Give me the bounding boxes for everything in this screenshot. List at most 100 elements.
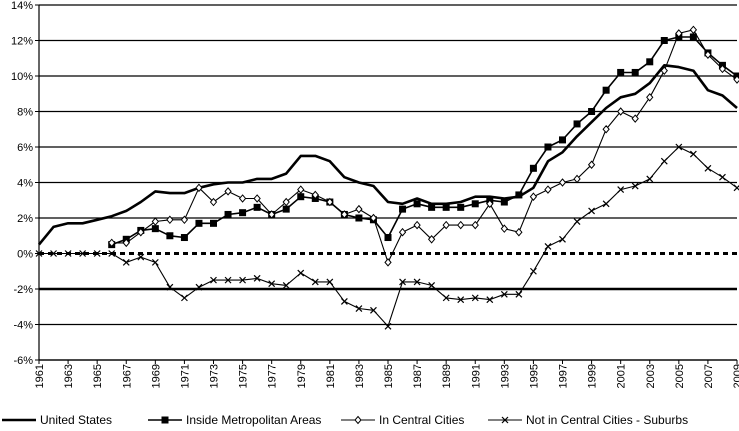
in-central-cities-point xyxy=(500,224,508,233)
in-central-cities-point xyxy=(558,178,567,187)
not-in-central-cities-suburbs-point xyxy=(268,280,276,288)
inside-metropolitan-areas-point xyxy=(253,203,261,211)
x-tick-label: 1989 xyxy=(441,364,453,388)
legend-item-in-central-cities: In Central Cities xyxy=(341,413,464,427)
x-tick-label: 1995 xyxy=(528,364,540,388)
not-in-central-cities-suburbs-point xyxy=(559,235,566,243)
in-central-cities-point xyxy=(689,25,698,35)
in-central-cities-point xyxy=(384,258,392,267)
not-in-central-cities-suburbs-point xyxy=(326,278,334,286)
x-tick-label: 1977 xyxy=(267,364,279,388)
not-in-central-cities-suburbs-point xyxy=(122,258,130,266)
in-central-cities-point xyxy=(297,185,305,194)
y-tick-label: 10% xyxy=(11,71,33,83)
in-central-cities-point xyxy=(675,29,683,38)
inside-metropolitan-areas-point xyxy=(588,108,596,115)
y-tick-labels: 14% 12% 10% 8% 6% 4% 2% 0% -2% -4% -6% xyxy=(11,0,39,367)
legend-item-united-states: United States xyxy=(2,413,112,427)
legend-label: Inside Metropolitan Areas xyxy=(186,413,321,427)
not-in-central-cities-suburbs-point xyxy=(428,282,436,289)
inside-metropolitan-areas-point xyxy=(428,203,436,211)
x-tick-label: 1971 xyxy=(179,364,191,388)
in-central-cities-point xyxy=(151,217,159,226)
inside-metropolitan-areas-point xyxy=(399,205,407,213)
y-tick-label: 0% xyxy=(17,249,33,261)
y-tick-label: 6% xyxy=(17,142,33,154)
not-in-central-cities-suburbs-point xyxy=(646,175,654,183)
series-markers xyxy=(35,25,739,330)
inside-metropolitan-areas-point xyxy=(500,198,508,206)
x-tick-label: 1993 xyxy=(499,364,511,388)
not-in-central-cities-suburbs-point xyxy=(573,218,581,225)
x-tick-label: 1967 xyxy=(121,364,133,388)
not-in-central-cities-suburbs-point xyxy=(602,200,610,208)
legend-not-in-central-cities-suburbs-point xyxy=(501,416,509,424)
y-tick-label: 4% xyxy=(17,178,33,190)
not-in-central-cities-suburbs-point xyxy=(529,267,537,275)
series-line-united-states xyxy=(37,64,738,246)
inside-metropolitan-areas-point xyxy=(457,203,465,211)
in-central-cities-point xyxy=(544,185,552,194)
legend: United States Inside Metropolitan Areas In… xyxy=(2,413,688,427)
inside-metropolitan-areas-point xyxy=(384,234,392,242)
not-in-central-cities-suburbs-point xyxy=(413,278,421,286)
not-in-central-cities-suburbs-point xyxy=(180,294,188,302)
in-central-cities-point xyxy=(617,107,625,116)
y-tick-label: 12% xyxy=(11,36,33,48)
not-in-central-cities-suburbs-point xyxy=(35,250,43,257)
y-tick-label: -2% xyxy=(13,284,33,296)
in-central-cities-point xyxy=(529,192,538,201)
series-line-in-central-cities xyxy=(111,29,738,263)
in-central-cities-point xyxy=(355,204,363,214)
inside-metropolitan-areas-point xyxy=(166,232,174,240)
inside-metropolitan-areas-point xyxy=(559,136,566,144)
x-tick-label: 1999 xyxy=(587,364,599,388)
y-tick-label: 14% xyxy=(11,0,33,12)
x-tick-labels: 1961 1963 1965 1967 1969 1971 1973 1975 1977 1979… xyxy=(34,360,739,388)
in-central-cities-point xyxy=(660,66,668,75)
in-central-cities-point xyxy=(209,197,218,207)
in-central-cities-point xyxy=(733,75,739,84)
legend-label: United States xyxy=(40,413,112,427)
not-in-central-cities-suburbs-point xyxy=(515,290,523,298)
not-in-central-cities-suburbs-point xyxy=(660,157,668,165)
not-in-central-cities-suburbs-point xyxy=(588,207,596,215)
inside-metropolitan-areas-point xyxy=(239,209,247,217)
not-in-central-cities-suburbs-point xyxy=(370,306,377,314)
not-in-central-cities-suburbs-point xyxy=(210,276,217,284)
in-central-cities-point xyxy=(471,220,479,230)
in-central-cities-point xyxy=(704,50,712,59)
in-central-cities-point xyxy=(573,174,581,184)
gridlines xyxy=(39,4,737,361)
in-central-cities-point xyxy=(224,187,232,196)
in-central-cities-point xyxy=(137,227,145,237)
inside-metropolitan-areas-point xyxy=(471,200,479,208)
not-in-central-cities-suburbs-point xyxy=(733,184,739,192)
in-central-cities-point xyxy=(122,238,130,248)
y-tick-label: -6% xyxy=(13,355,33,367)
y-tick-label: -4% xyxy=(13,320,33,332)
in-central-cities-point xyxy=(180,215,189,225)
in-central-cities-point xyxy=(166,215,174,225)
legend-inside-metropolitan-areas-point xyxy=(161,416,169,424)
y-tick-label: 2% xyxy=(17,213,33,225)
inside-metropolitan-areas-point xyxy=(529,164,537,172)
not-in-central-cities-suburbs-point xyxy=(79,250,87,257)
in-central-cities-point xyxy=(515,227,523,237)
not-in-central-cities-suburbs-point xyxy=(675,143,683,151)
inside-metropolitan-areas-point xyxy=(573,120,581,128)
x-tick-label: 1991 xyxy=(470,364,482,388)
x-tick-label: 1963 xyxy=(63,364,75,388)
inside-metropolitan-areas-point xyxy=(631,68,639,76)
in-central-cities-point xyxy=(602,124,610,134)
not-in-central-cities-suburbs-point xyxy=(108,250,116,257)
inside-metropolitan-areas-point xyxy=(151,225,159,233)
legend-item-inside-metropolitan-areas: Inside Metropolitan Areas xyxy=(148,413,321,427)
in-central-cities-point xyxy=(268,210,276,219)
not-in-central-cities-suburbs-point xyxy=(166,283,174,291)
in-central-cities-point xyxy=(587,160,596,170)
inside-metropolitan-areas-point xyxy=(544,143,552,151)
inside-metropolitan-areas-point xyxy=(195,219,203,227)
in-central-cities-point xyxy=(457,220,465,230)
